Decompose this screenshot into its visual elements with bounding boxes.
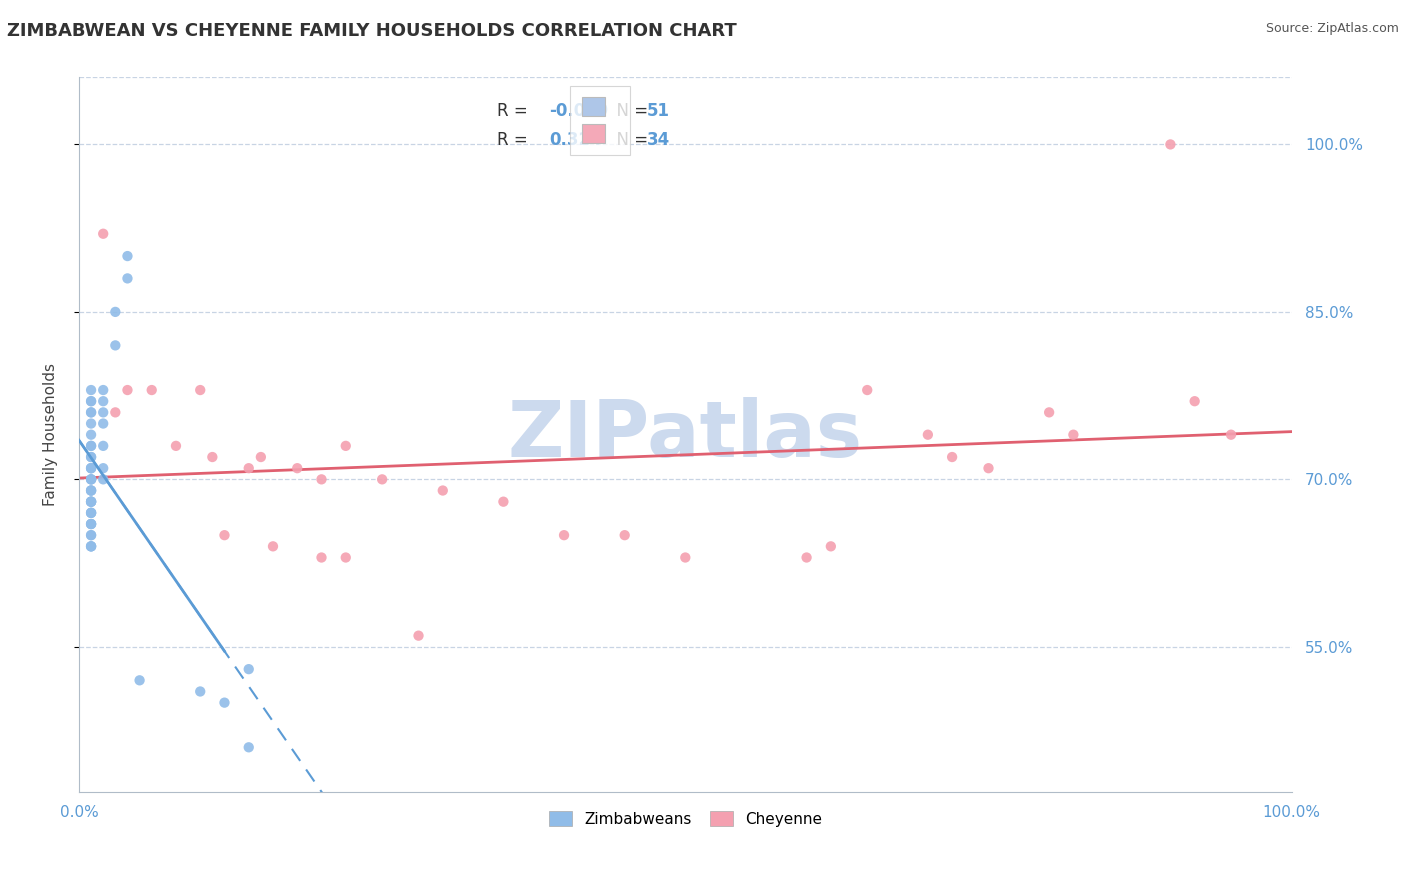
Point — [80, 472, 103, 486]
Point — [80, 472, 103, 486]
Point — [80, 472, 103, 486]
Point — [80, 506, 103, 520]
Point — [104, 338, 127, 352]
Point — [80, 450, 103, 464]
Point — [188, 383, 211, 397]
Point — [201, 450, 224, 464]
Point — [214, 528, 236, 542]
Point — [128, 673, 150, 688]
Point — [80, 383, 103, 397]
Text: Source: ZipAtlas.com: Source: ZipAtlas.com — [1265, 22, 1399, 36]
Point — [104, 305, 127, 319]
Legend: Zimbabweans, Cheyenne: Zimbabweans, Cheyenne — [541, 804, 830, 834]
Point — [141, 383, 163, 397]
Point — [80, 461, 103, 475]
Point — [80, 461, 103, 475]
Point — [80, 483, 103, 498]
Point — [80, 439, 103, 453]
Point — [335, 550, 357, 565]
Point — [371, 472, 394, 486]
Point — [856, 383, 879, 397]
Point — [80, 539, 103, 553]
Point — [80, 494, 103, 508]
Point — [104, 405, 127, 419]
Point — [80, 494, 103, 508]
Point — [673, 550, 696, 565]
Point — [80, 405, 103, 419]
Point — [1159, 137, 1181, 152]
Point — [796, 550, 818, 565]
Point — [80, 439, 103, 453]
Point — [91, 417, 114, 431]
Point — [1220, 427, 1243, 442]
Point — [80, 494, 103, 508]
Point — [188, 684, 211, 698]
Point — [285, 461, 308, 475]
Point — [91, 394, 114, 409]
Point — [80, 483, 103, 498]
Point — [553, 528, 575, 542]
Point — [91, 383, 114, 397]
Point — [311, 472, 333, 486]
Point — [80, 506, 103, 520]
Point — [80, 450, 103, 464]
Text: 51: 51 — [647, 103, 669, 120]
Point — [80, 516, 103, 531]
Text: 34: 34 — [647, 131, 669, 149]
Point — [80, 539, 103, 553]
Point — [335, 439, 357, 453]
Text: ZIMBABWEAN VS CHEYENNE FAMILY HOUSEHOLDS CORRELATION CHART: ZIMBABWEAN VS CHEYENNE FAMILY HOUSEHOLDS… — [7, 22, 737, 40]
Point — [91, 405, 114, 419]
Point — [80, 539, 103, 553]
Point — [80, 394, 103, 409]
Text: 0.324: 0.324 — [550, 131, 602, 149]
Point — [1038, 405, 1060, 419]
Point — [80, 405, 103, 419]
Point — [80, 506, 103, 520]
Point — [91, 461, 114, 475]
Point — [214, 696, 236, 710]
Point — [80, 494, 103, 508]
Point — [80, 461, 103, 475]
Point — [165, 439, 187, 453]
Point — [91, 227, 114, 241]
Point — [80, 516, 103, 531]
Point — [492, 494, 515, 508]
Text: N =: N = — [606, 131, 654, 149]
Y-axis label: Family Households: Family Households — [44, 363, 58, 506]
Point — [80, 516, 103, 531]
Point — [80, 483, 103, 498]
Point — [238, 740, 260, 755]
Point — [432, 483, 454, 498]
Point — [238, 461, 260, 475]
Point — [311, 550, 333, 565]
Point — [1062, 427, 1084, 442]
Point — [91, 439, 114, 453]
Point — [250, 450, 273, 464]
Point — [941, 450, 963, 464]
Point — [238, 662, 260, 676]
Point — [262, 539, 284, 553]
Text: R =: R = — [498, 131, 533, 149]
Point — [80, 528, 103, 542]
Point — [117, 249, 139, 263]
Point — [917, 427, 939, 442]
Text: N =: N = — [606, 103, 654, 120]
Point — [80, 427, 103, 442]
Point — [80, 417, 103, 431]
Point — [1184, 394, 1206, 409]
Point — [613, 528, 636, 542]
Point — [91, 472, 114, 486]
Point — [820, 539, 842, 553]
Text: -0.019: -0.019 — [550, 103, 609, 120]
Point — [80, 394, 103, 409]
Text: R =: R = — [498, 103, 533, 120]
Text: ZIPatlas: ZIPatlas — [508, 397, 863, 473]
Point — [408, 629, 430, 643]
Point — [117, 271, 139, 285]
Point — [80, 528, 103, 542]
Point — [977, 461, 1000, 475]
Point — [117, 383, 139, 397]
